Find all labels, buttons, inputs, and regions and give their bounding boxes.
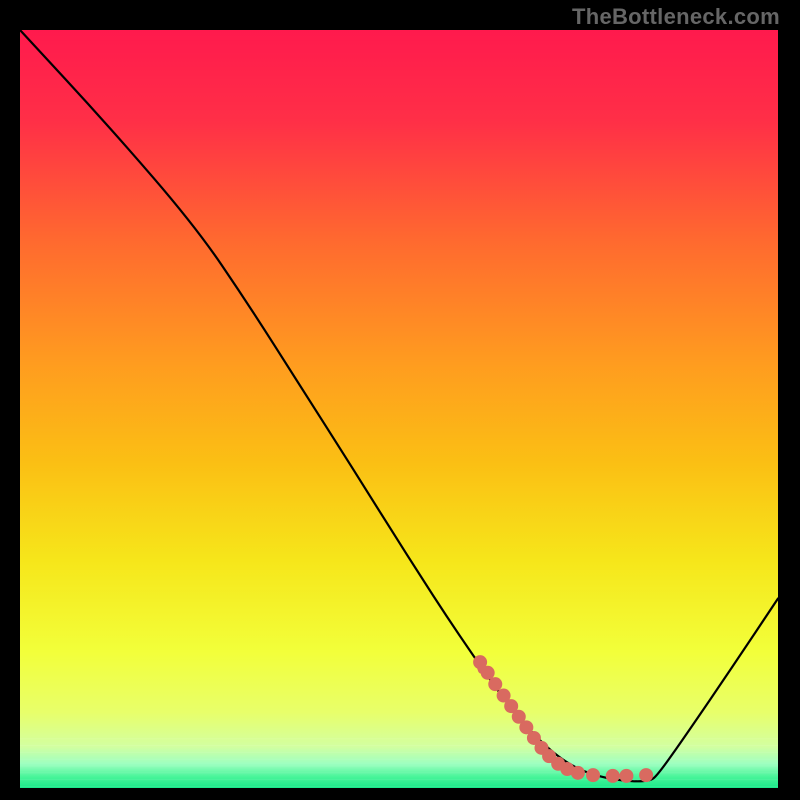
data-marker <box>571 766 584 779</box>
data-marker <box>489 678 502 691</box>
chart-svg <box>20 30 778 788</box>
data-marker <box>481 666 494 679</box>
data-marker <box>587 769 600 782</box>
plot-area <box>20 30 778 788</box>
gradient-bg <box>20 30 778 788</box>
watermark-text: TheBottleneck.com <box>572 4 780 30</box>
data-marker <box>606 769 619 782</box>
data-marker <box>620 769 633 782</box>
data-marker <box>640 769 653 782</box>
chart-frame: TheBottleneck.com <box>0 0 800 800</box>
